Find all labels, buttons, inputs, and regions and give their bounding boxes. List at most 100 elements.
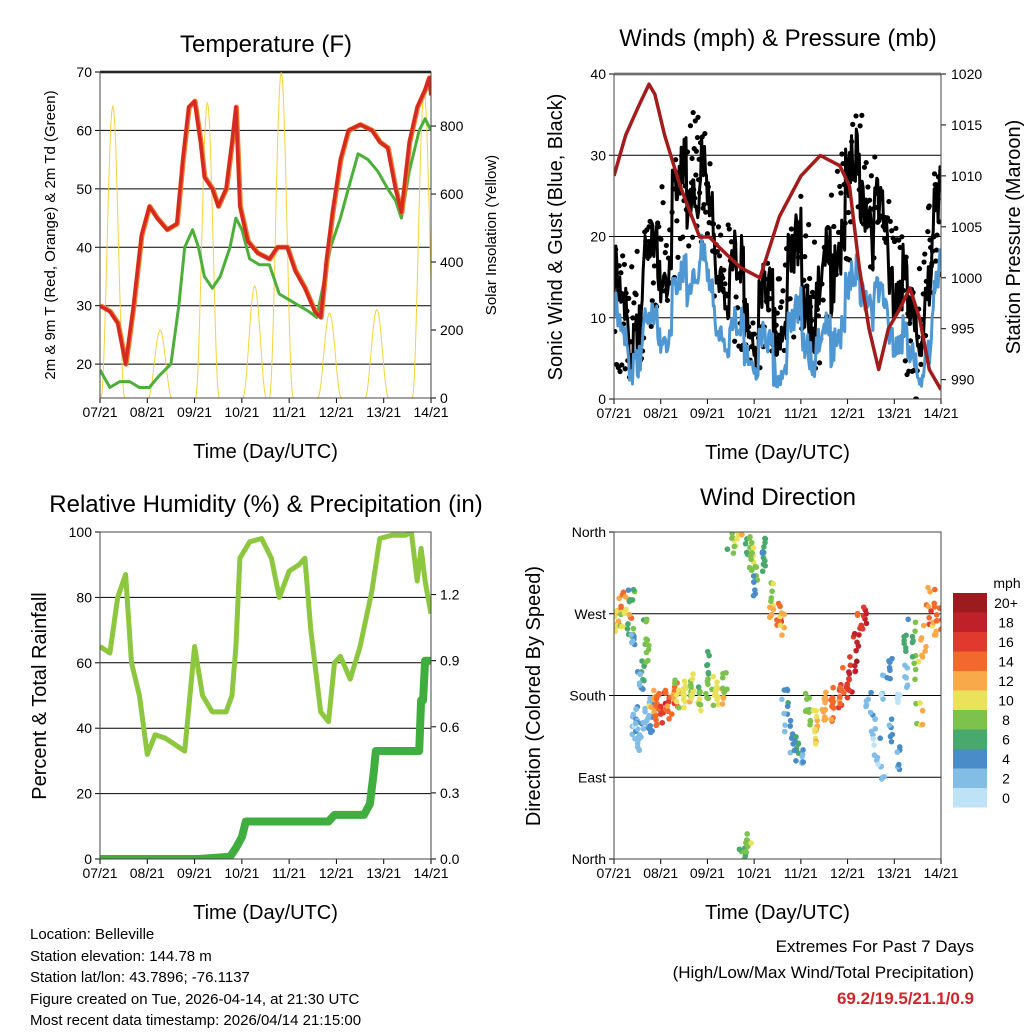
x-tick-label: 11/21 [272,404,306,420]
wind-direction-point [871,742,877,748]
y-right-tick-label: 1020 [951,66,982,82]
panel-3 [95,531,436,864]
gust-point [628,339,634,345]
sonic-wind-line [614,233,941,389]
y-right-tick-label: 1005 [951,219,982,235]
extremes-title: Extremes For Past 7 Days [775,937,974,956]
wind-direction-point [844,681,850,687]
gust-point [646,224,652,230]
wind-direction-point [647,722,654,729]
wind-direction-point [877,735,883,742]
x-tick-label: 07/21 [596,405,631,421]
legend-label: 8 [1002,712,1010,728]
y-right-tick-label: 600 [440,186,464,202]
latlon-text: Station lat/lon: 43.7896; -76.1137 [30,969,250,986]
gust-point [686,243,692,249]
x-tick-label: 10/21 [224,865,259,881]
gust-point [751,331,757,337]
wind-direction-point [846,670,853,677]
wind-direction-point [762,563,769,569]
chart-title: Wind Direction [700,484,856,511]
y-right-tick-label: 400 [440,254,464,270]
gust-point [925,228,931,235]
wind-direction-point [638,734,644,740]
wind-direction-point [636,682,643,688]
y-tick-label: 30 [590,147,606,163]
wind-direction-point [918,635,925,641]
legend-label: 14 [998,654,1014,670]
gust-point [867,197,873,203]
precipitation-line [100,656,431,859]
wind-direction-point [854,639,860,646]
wind-direction-point [909,633,916,640]
y-right-tick-label: 990 [951,372,975,388]
gust-point [703,209,709,215]
y-axis-label: Sonic Wind & Gust (Blue, Black) [545,94,567,381]
gust-point [635,314,641,320]
x-tick-label: 10/21 [737,405,772,421]
legend-label: 2 [1002,771,1010,787]
x-tick-label: 13/21 [877,405,912,421]
wind-direction-point [860,604,867,611]
wind-direction-point [901,637,907,644]
wind-direction-point [854,610,861,617]
y-right-tick-label: 1000 [951,270,982,286]
wind-direction-point [681,704,687,711]
gust-point [707,161,713,167]
temp-2m-line [100,76,431,366]
gust-point [868,173,874,179]
wind-direction-point [932,586,938,593]
temp-9m-line [100,75,431,367]
gust-point [773,322,779,328]
wind-direction-point [787,723,794,729]
wind-direction-point [696,701,702,707]
y-tick-label: North [572,851,606,867]
wind-direction-point [894,749,901,755]
wind-direction-point [742,848,749,855]
wind-direction-point [822,706,829,713]
wind-direction-point [810,707,817,714]
x-axis-label: Time (Day/UTC) [193,441,338,463]
gust-point [619,362,625,368]
gust-point [617,368,623,375]
wind-direction-point [644,637,651,643]
wind-direction-point [750,573,757,579]
gust-line [614,127,941,379]
plot-frame [613,73,942,400]
y-tick-label: 0 [598,391,606,407]
gust-point [786,255,792,261]
wind-direction-point [852,668,859,674]
wind-direction-point [880,696,886,702]
pressure-line [614,82,941,391]
wind-direction-point [872,716,878,722]
gust-point [791,334,797,340]
wind-direction-point [737,518,743,524]
wind-direction-point [640,726,647,732]
wind-direction-point [642,708,648,715]
gust-point [871,255,877,261]
legend-swatch [953,788,987,808]
wind-direction-point [778,610,785,616]
y-tick-label: 20 [76,356,92,372]
legend-label: 12 [998,673,1014,689]
gust-point [658,236,664,242]
wind-direction-point [705,670,712,677]
wind-direction-point [920,622,927,629]
wind-direction-point [720,670,726,677]
wind-direction-point [909,654,916,660]
gust-point [692,118,698,124]
gust-point [689,155,695,162]
x-tick-label: 09/21 [690,865,725,881]
x-tick-label: 12/21 [319,865,354,881]
wind-direction-point [673,692,680,698]
y-right-tick-label: 1.2 [440,587,460,603]
gust-point [748,344,755,350]
gust-point [614,275,621,281]
wind-direction-point [863,703,869,710]
wind-direction-point [614,608,619,614]
wind-direction-point [847,662,854,669]
gust-point [701,202,707,208]
wind-direction-point [925,584,931,591]
wind-direction-point [799,753,805,760]
wind-direction-point [781,710,787,717]
